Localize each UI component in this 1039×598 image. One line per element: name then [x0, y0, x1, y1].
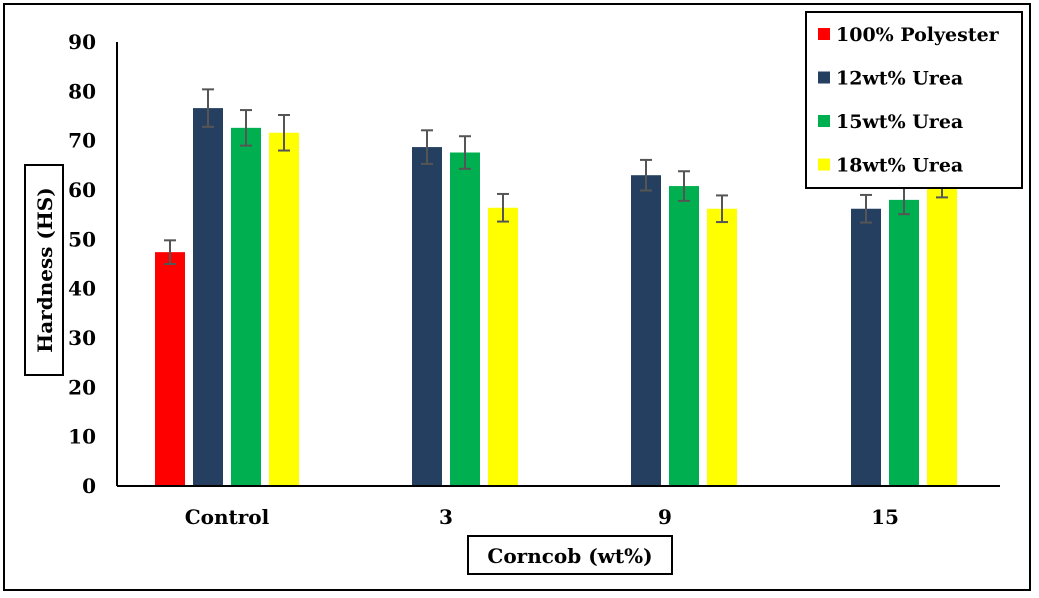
legend-swatch — [818, 28, 830, 40]
error-bar — [678, 170, 690, 202]
bar-12wt-urea-3 — [412, 147, 442, 486]
legend-box — [805, 11, 1023, 189]
y-tick-label: 90 — [68, 30, 96, 54]
error-bar — [240, 109, 252, 147]
y-tick-label: 60 — [68, 178, 96, 202]
legend-label: 15wt% Urea — [836, 111, 963, 133]
error-bar — [640, 158, 652, 192]
legend-swatch — [818, 115, 830, 127]
y-tick-label: 0 — [82, 474, 96, 498]
y-axis-title: Hardness (HS) — [33, 187, 57, 352]
error-bar — [202, 88, 214, 128]
legend-label: 18wt% Urea — [836, 155, 963, 177]
bar-18wt-urea-control — [269, 132, 299, 487]
x-tick-label: 9 — [658, 505, 672, 529]
error-bar — [459, 135, 471, 170]
legend-label: 12wt% Urea — [836, 68, 963, 90]
bar-12wt-urea-15 — [851, 208, 881, 486]
x-axis-title-box — [467, 535, 673, 575]
bar-15wt-urea-15 — [889, 199, 919, 486]
error-bar — [497, 192, 509, 223]
error-bar — [421, 129, 433, 165]
x-tick-label: 15 — [871, 505, 899, 529]
y-tick-label: 80 — [68, 79, 96, 103]
legend-swatch — [818, 71, 830, 84]
bar-18wt-urea-3 — [488, 207, 518, 486]
error-bar — [164, 239, 176, 265]
legend: 100% Polyester 12wt% Urea 15wt% Urea 18wt% … — [805, 11, 1023, 189]
bar-12wt-urea-control — [193, 108, 223, 487]
error-bar — [860, 193, 872, 224]
chart-border — [3, 3, 1031, 591]
bar-12wt-urea-9 — [631, 175, 661, 486]
y-tick-label: 40 — [68, 277, 96, 301]
legend-label: 100% Polyester — [836, 24, 1000, 46]
y-tick-label: 20 — [68, 375, 96, 399]
bar-15wt-urea-9 — [669, 186, 699, 486]
y-axis-title-box — [24, 164, 64, 376]
y-tick-label: 70 — [68, 129, 96, 153]
bar-18wt-urea-9 — [707, 208, 737, 486]
x-tick-label: 3 — [439, 505, 453, 529]
y-tick-label: 30 — [68, 326, 96, 350]
x-tick-label: Control — [185, 505, 270, 529]
error-bar — [278, 114, 290, 152]
error-bar — [716, 194, 728, 224]
x-axis-title: Corncob (wt%) — [487, 544, 652, 568]
y-tick-label: 50 — [68, 227, 96, 251]
legend-swatch — [818, 158, 830, 171]
bar-15wt-urea-control — [231, 127, 261, 486]
bar-100-polyester-control — [155, 252, 185, 486]
bar-18wt-urea-15 — [927, 182, 957, 486]
y-tick-label: 10 — [68, 425, 96, 449]
bar-15wt-urea-3 — [450, 152, 480, 487]
